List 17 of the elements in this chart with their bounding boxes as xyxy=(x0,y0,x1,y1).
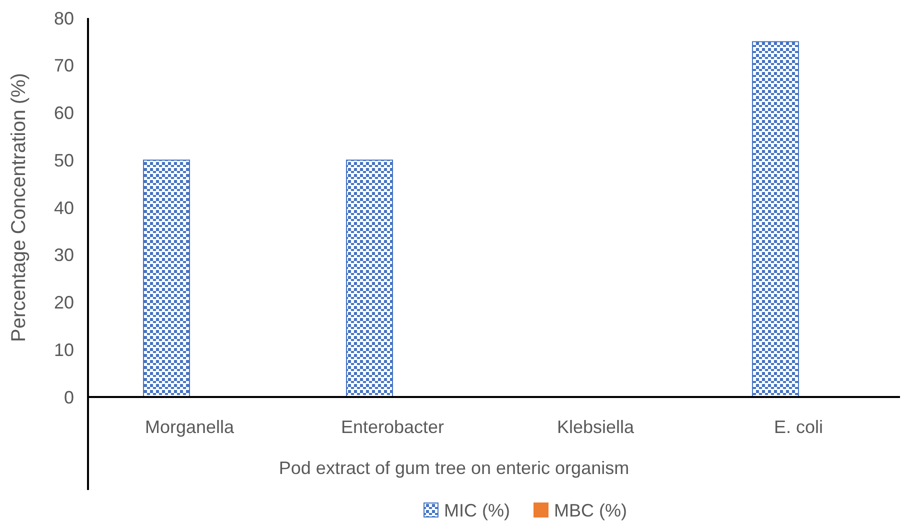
legend-label: MBC (%) xyxy=(554,500,627,520)
y-tick-label: 0 xyxy=(64,387,74,408)
y-tick-label: 80 xyxy=(54,8,74,28)
y-tick-label: 70 xyxy=(54,56,74,76)
y-tick-label: 20 xyxy=(54,292,74,313)
legend-label: MIC (%) xyxy=(444,500,510,520)
x-tick-label: Klebsiella xyxy=(556,417,636,437)
x-tick-label: Morganella xyxy=(144,417,236,437)
y-tick-label: 60 xyxy=(54,103,74,124)
y-tick-label: 50 xyxy=(54,150,74,170)
y-tick-label: 10 xyxy=(54,340,74,360)
x-tick-label: Enterobacter xyxy=(340,417,444,437)
y-tick-label: 30 xyxy=(54,245,74,266)
y-axis-title: Percentage Concentration (%) xyxy=(8,72,30,342)
x-tick-label: E. coli xyxy=(774,417,824,437)
x-axis-title: Pod extract of gum tree on enteric organism xyxy=(278,458,630,478)
y-tick-label: 40 xyxy=(54,198,74,218)
